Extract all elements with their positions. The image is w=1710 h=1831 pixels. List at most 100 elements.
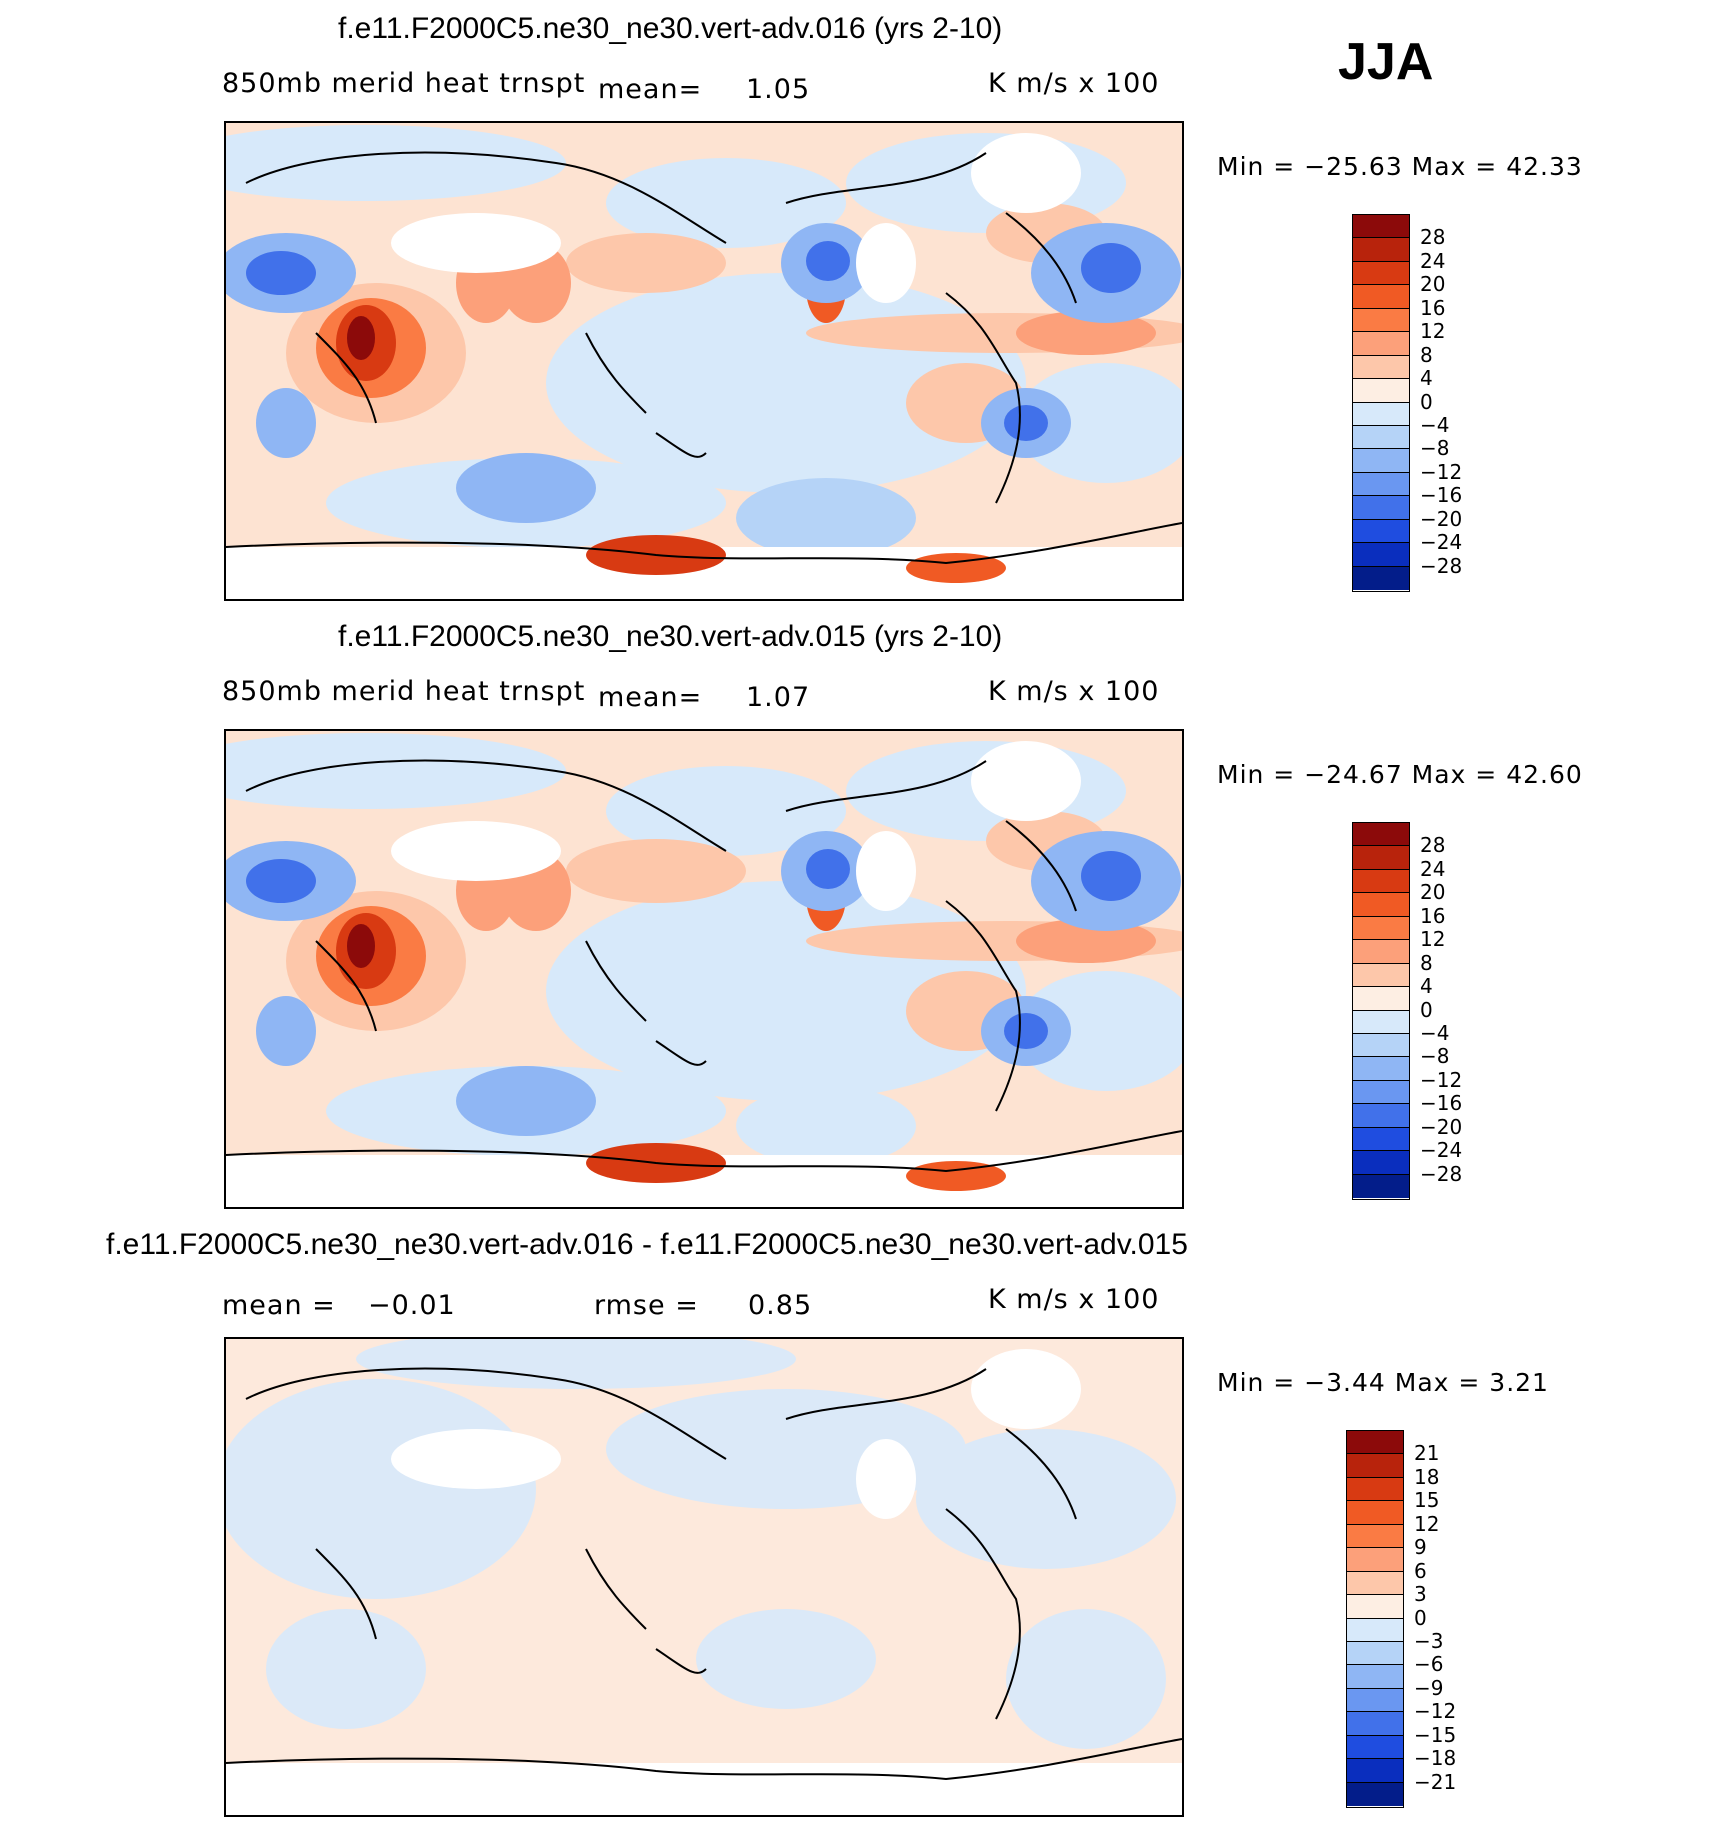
colorbar-tick-label: 12 (1420, 927, 1446, 952)
colorbar-tick-label: −8 (1420, 1044, 1450, 1069)
panel-1-mean-value: 1.05 (746, 74, 811, 105)
colorbar-swatch (1353, 963, 1409, 988)
colorbar-tick-label: −28 (1420, 553, 1463, 578)
colorbar-tick-label: −28 (1420, 1161, 1463, 1186)
colorbar-swatch (1347, 1524, 1403, 1549)
panel-2-map (224, 729, 1184, 1209)
colorbar-swatch (1353, 472, 1409, 497)
colorbar-tick-label: −6 (1414, 1652, 1444, 1677)
colorbar-swatch (1353, 402, 1409, 426)
panel-2-mean-label: mean= (598, 682, 703, 713)
panel-2-units: K m/s x 100 (988, 676, 1160, 707)
panel-3-rmse-label: rmse = (594, 1290, 699, 1321)
colorbar-swatch (1347, 1431, 1403, 1455)
panel-3-mean-value: −0.01 (368, 1290, 456, 1321)
panel-3-rmse-value: 0.85 (748, 1290, 813, 1321)
colorbar-swatch (1353, 1080, 1409, 1105)
colorbar-swatch (1347, 1688, 1403, 1713)
colorbar-tick-label: 15 (1414, 1488, 1440, 1513)
colorbar-swatch (1353, 1151, 1409, 1175)
colorbar-swatch (1347, 1501, 1403, 1525)
colorbar-tick-label: −16 (1420, 1091, 1463, 1116)
colorbar-swatch (1353, 285, 1409, 309)
panel-2-mean-value: 1.07 (746, 682, 811, 713)
colorbar-swatch (1353, 1174, 1409, 1198)
colorbar-swatch (1353, 496, 1409, 520)
colorbar-swatch (1347, 1571, 1403, 1596)
colorbar-swatch (1353, 261, 1409, 286)
colorbar-swatch (1353, 1057, 1409, 1081)
colorbar-swatch (1353, 940, 1409, 964)
colorbar-tick-label: −21 (1414, 1769, 1457, 1794)
panel-2-colorbar-swatches (1353, 823, 1409, 1198)
colorbar-swatch (1353, 543, 1409, 567)
panel-3-colorbar-swatches (1347, 1431, 1403, 1806)
colorbar-tick-label: −24 (1420, 530, 1463, 555)
colorbar-swatch (1353, 566, 1409, 590)
panel-1-contour-field (226, 123, 1182, 599)
panel-3-mean-label: mean = (222, 1290, 336, 1321)
colorbar-swatch (1353, 846, 1409, 870)
colorbar-swatch (1353, 379, 1409, 403)
colorbar-swatch (1347, 1618, 1403, 1642)
panel-1-title: f.e11.F2000C5.ne30_ne30.vert-adv.016 (yr… (338, 12, 1003, 45)
colorbar-swatch (1347, 1477, 1403, 1502)
colorbar-tick-label: 4 (1420, 974, 1433, 999)
colorbar-swatch (1353, 519, 1409, 544)
colorbar-swatch (1347, 1735, 1403, 1760)
colorbar-tick-label: −12 (1414, 1699, 1457, 1724)
colorbar-tick-label: 16 (1420, 295, 1446, 320)
panel-3-colorbar (1346, 1430, 1404, 1808)
colorbar-swatch (1353, 987, 1409, 1011)
colorbar-swatch (1353, 869, 1409, 894)
colorbar-tick-label: 18 (1414, 1464, 1440, 1489)
colorbar-tick-label: 8 (1420, 950, 1433, 975)
colorbar-swatch (1347, 1665, 1403, 1689)
colorbar-tick-label: −4 (1420, 412, 1450, 437)
colorbar-swatch (1347, 1548, 1403, 1572)
panel-1-map (224, 121, 1184, 601)
colorbar-tick-label: 16 (1420, 903, 1446, 928)
colorbar-tick-label: −9 (1414, 1675, 1444, 1700)
colorbar-tick-label: 24 (1420, 248, 1446, 273)
panel-1-colorbar-swatches (1353, 215, 1409, 590)
colorbar-swatch (1353, 1033, 1409, 1058)
panel-2-subtitle: 850mb merid heat trnspt (222, 676, 586, 707)
colorbar-swatch (1353, 1104, 1409, 1128)
colorbar-swatch (1347, 1712, 1403, 1736)
panel-2-colorbar (1352, 822, 1410, 1200)
colorbar-tick-label: 24 (1420, 856, 1446, 881)
colorbar-tick-label: −12 (1420, 1067, 1463, 1092)
colorbar-swatch (1353, 823, 1409, 847)
colorbar-tick-label: 20 (1420, 880, 1446, 905)
colorbar-swatch (1353, 355, 1409, 380)
colorbar-swatch (1353, 238, 1409, 262)
panel-2-title: f.e11.F2000C5.ne30_ne30.vert-adv.015 (yr… (338, 620, 1003, 653)
colorbar-tick-label: 0 (1420, 389, 1433, 414)
colorbar-tick-label: −3 (1414, 1628, 1444, 1653)
colorbar-swatch (1353, 425, 1409, 450)
colorbar-tick-label: −20 (1420, 506, 1463, 531)
colorbar-tick-label: −4 (1420, 1020, 1450, 1045)
colorbar-tick-label: 21 (1414, 1441, 1440, 1466)
colorbar-swatch (1347, 1454, 1403, 1478)
colorbar-tick-label: 20 (1420, 272, 1446, 297)
panel-1-mean-label: mean= (598, 74, 703, 105)
colorbar-swatch (1353, 1127, 1409, 1152)
colorbar-swatch (1347, 1759, 1403, 1783)
season-label: JJA (1338, 33, 1434, 91)
panel-3-map (224, 1337, 1184, 1817)
colorbar-swatch (1347, 1641, 1403, 1666)
colorbar-swatch (1353, 449, 1409, 473)
panel-3-units: K m/s x 100 (988, 1284, 1160, 1315)
colorbar-tick-label: −16 (1420, 483, 1463, 508)
colorbar-swatch (1353, 308, 1409, 333)
colorbar-tick-label: 12 (1420, 319, 1446, 344)
panel-3-title: f.e11.F2000C5.ne30_ne30.vert-adv.016 - f… (106, 1228, 1188, 1261)
colorbar-tick-label: 9 (1414, 1535, 1427, 1560)
panel-3-minmax: Min = −3.44 Max = 3.21 (1217, 1368, 1549, 1397)
colorbar-tick-label: 3 (1414, 1582, 1427, 1607)
colorbar-tick-label: 28 (1420, 225, 1446, 250)
colorbar-tick-label: 0 (1420, 997, 1433, 1022)
panel-1-units: K m/s x 100 (988, 68, 1160, 99)
